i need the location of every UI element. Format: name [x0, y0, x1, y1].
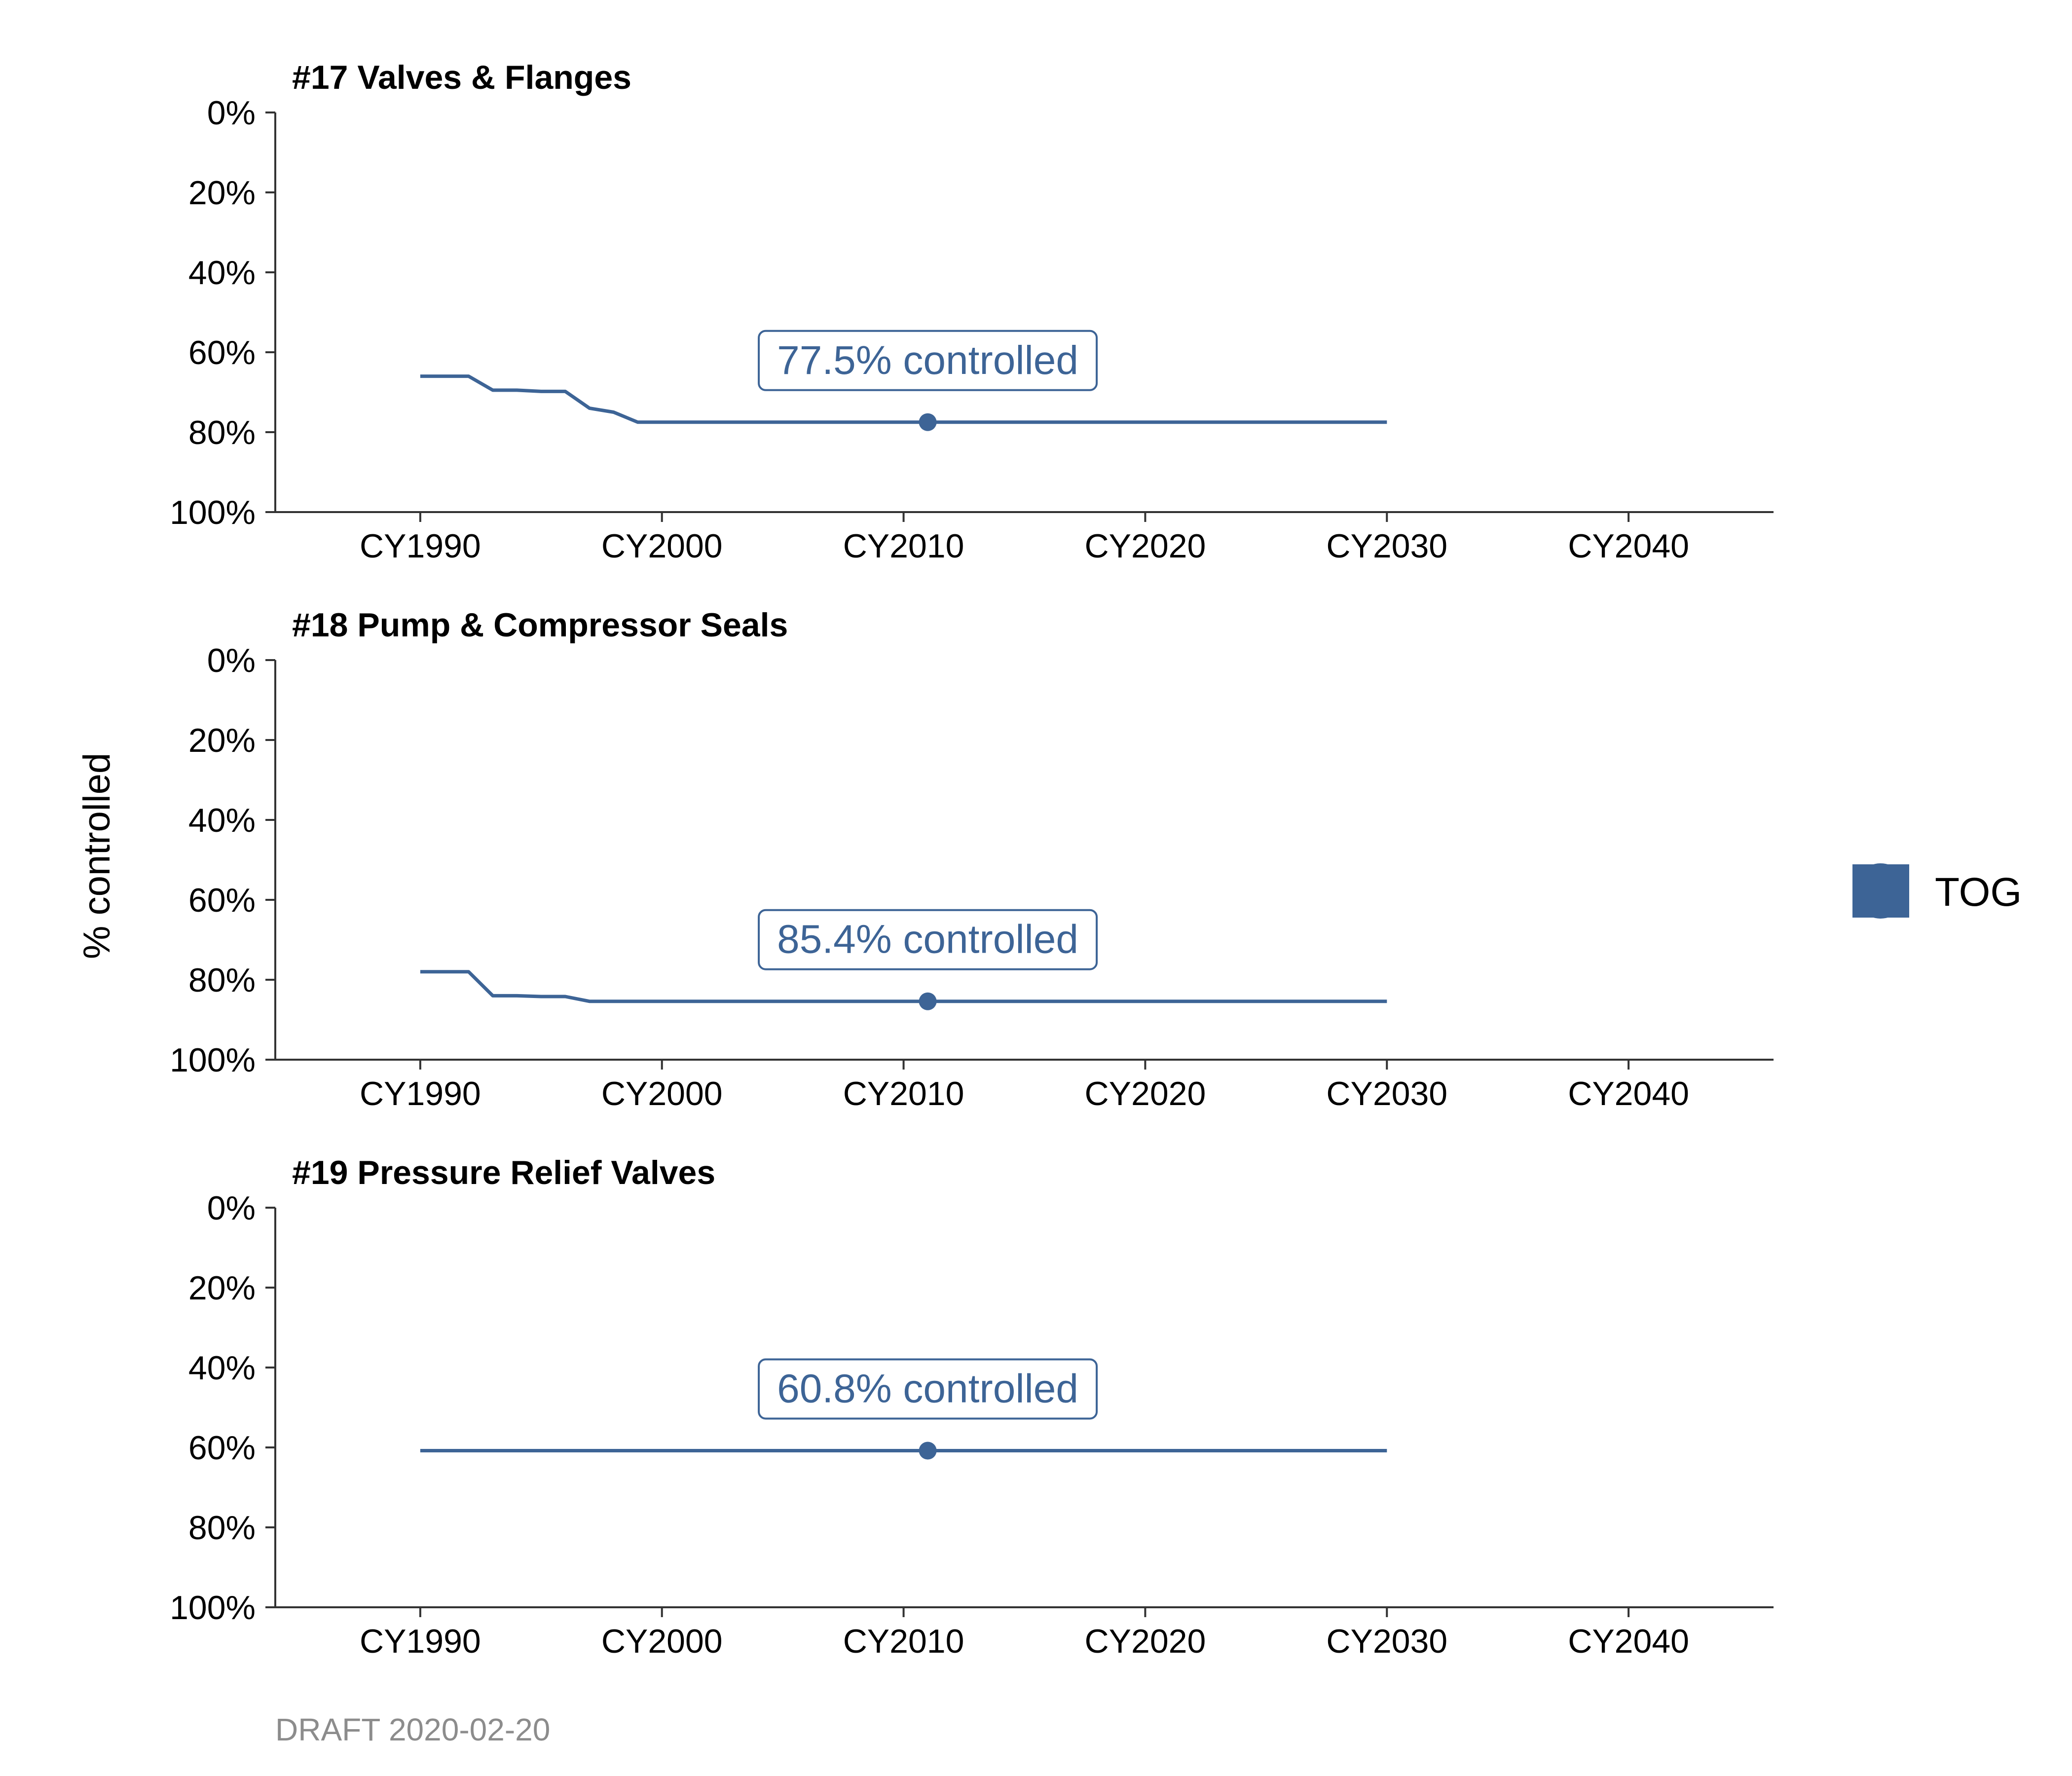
y-tick-label: 60% — [188, 1429, 256, 1467]
y-tick-label: 60% — [188, 334, 256, 371]
x-tick-label: CY1990 — [360, 1075, 481, 1112]
label-box — [758, 1358, 1098, 1420]
draft-caption: DRAFT 2020-02-20 — [275, 1712, 550, 1747]
x-tick-label: CY2010 — [843, 1075, 964, 1112]
highlight-point — [919, 992, 937, 1010]
series-line-tog — [420, 970, 1387, 1003]
x-tick-label: CY1990 — [360, 527, 481, 565]
x-tick-label: CY2010 — [843, 527, 964, 565]
controlled-label: 60.8% controlled — [777, 1366, 1078, 1411]
panel-1: #17 Valves & Flanges 0% 20% 40% 60% 80% 100% CY… — [170, 59, 1774, 565]
x-tick-label: CY2030 — [1326, 1623, 1447, 1660]
y-tick-label: 80% — [188, 414, 256, 451]
y-tick-label: 60% — [188, 882, 256, 919]
panel-title: #18 Pump & Compressor Seals — [292, 606, 788, 644]
controlled-label: 77.5% controlled — [777, 338, 1078, 383]
y-tick-label: 20% — [188, 1269, 256, 1307]
label-box — [758, 909, 1098, 970]
panel-title: #17 Valves & Flanges — [292, 59, 631, 96]
panel-3: #19 Pressure Relief Valves 0% 20% 40% 60% 80%… — [170, 1154, 1774, 1660]
label-box — [758, 330, 1098, 391]
y-tick-label: 100% — [170, 1589, 256, 1627]
panel-title: #19 Pressure Relief Valves — [292, 1154, 715, 1191]
y-tick-label: 80% — [188, 962, 256, 999]
y-tick-label: 40% — [188, 802, 256, 839]
panel-2: #18 Pump & Compressor Seals 0% 20% 40% 60% 80… — [170, 606, 1774, 1112]
y-tick-label: 0% — [207, 1189, 256, 1227]
x-tick-label: CY2020 — [1085, 1623, 1206, 1660]
y-tick-label: 20% — [188, 722, 256, 759]
legend-point — [1853, 863, 1908, 919]
series-line-tog — [420, 374, 1387, 424]
y-axis-label: % controlled — [76, 753, 118, 959]
x-tick-label: CY2040 — [1568, 1075, 1689, 1112]
y-tick-label: 80% — [188, 1509, 256, 1547]
highlight-point — [919, 1442, 937, 1460]
panels: #17 Valves & Flanges 0% 20% 40% 60% 80% 100% CY… — [170, 59, 1774, 1660]
y-tick-label: 20% — [188, 174, 256, 212]
y-tick-label: 40% — [188, 254, 256, 292]
x-tick-label: CY2030 — [1326, 1075, 1447, 1112]
controlled-label: 85.4% controlled — [777, 917, 1078, 962]
legend-label: TOG — [1935, 870, 2022, 915]
y-tick-label: 0% — [207, 94, 256, 132]
x-tick-label: CY2020 — [1085, 527, 1206, 565]
y-tick-label: 40% — [188, 1349, 256, 1387]
x-tick-label: CY2030 — [1326, 527, 1447, 565]
x-tick-label: CY2010 — [843, 1623, 964, 1660]
x-tick-label: CY2000 — [601, 527, 723, 565]
y-tick-label: 0% — [207, 642, 256, 679]
x-tick-label: CY2000 — [601, 1623, 723, 1660]
y-tick-label: 100% — [170, 494, 256, 531]
highlight-point — [919, 413, 937, 431]
x-tick-label: CY2000 — [601, 1075, 723, 1112]
x-tick-label: CY2040 — [1568, 527, 1689, 565]
x-tick-label: CY1990 — [360, 1623, 481, 1660]
x-tick-label: CY2020 — [1085, 1075, 1206, 1112]
x-tick-label: CY2040 — [1568, 1623, 1689, 1660]
legend: TOG — [1852, 863, 2022, 919]
y-tick-label: 100% — [170, 1041, 256, 1079]
